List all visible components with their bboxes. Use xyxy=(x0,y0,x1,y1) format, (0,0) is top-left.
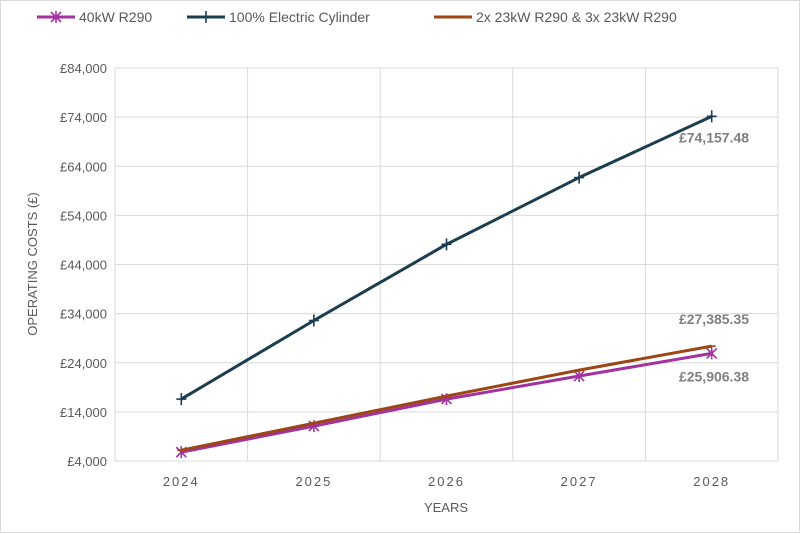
data-point-marker xyxy=(308,314,319,327)
y-tick-label: £4,000 xyxy=(67,454,107,469)
x-tick-label: 2026 xyxy=(428,474,465,489)
y-tick-label: £74,000 xyxy=(60,110,107,125)
y-tick-label: £34,000 xyxy=(60,307,107,322)
y-tick-label: £64,000 xyxy=(60,159,107,174)
y-tick-label: £24,000 xyxy=(60,356,107,371)
data-label: £27,385.35 xyxy=(679,311,749,327)
x-tick-label: 2027 xyxy=(561,474,598,489)
y-tick-label: £14,000 xyxy=(60,405,107,420)
data-point-marker xyxy=(441,238,452,251)
data-point-marker xyxy=(706,347,718,360)
data-point-marker xyxy=(573,370,585,383)
x-tick-label: 2025 xyxy=(295,474,332,489)
y-tick-label: £54,000 xyxy=(60,208,107,223)
x-tick-label: 2024 xyxy=(163,474,200,489)
y-tick-label: £44,000 xyxy=(60,258,107,273)
legend-entry: 40kW R290 xyxy=(79,9,152,25)
y-axis-label: OPERATING COSTS (£) xyxy=(25,192,40,336)
data-point-marker xyxy=(201,11,211,23)
data-label: £25,906.38 xyxy=(679,368,749,384)
x-tick-label: 2028 xyxy=(693,474,730,489)
data-point-marker xyxy=(50,11,62,23)
data-label: £74,157.48 xyxy=(679,129,749,145)
x-axis-label: YEARS xyxy=(424,500,468,515)
y-tick-label: £84,000 xyxy=(60,61,107,76)
series-line-1 xyxy=(180,114,713,401)
data-point-marker xyxy=(176,393,187,406)
legend-entry: 2x 23kW R290 & 3x 23kW R290 xyxy=(476,9,677,25)
legend-entry: 100% Electric Cylinder xyxy=(229,9,370,25)
data-point-marker xyxy=(574,171,585,184)
data-point-marker xyxy=(706,110,717,123)
